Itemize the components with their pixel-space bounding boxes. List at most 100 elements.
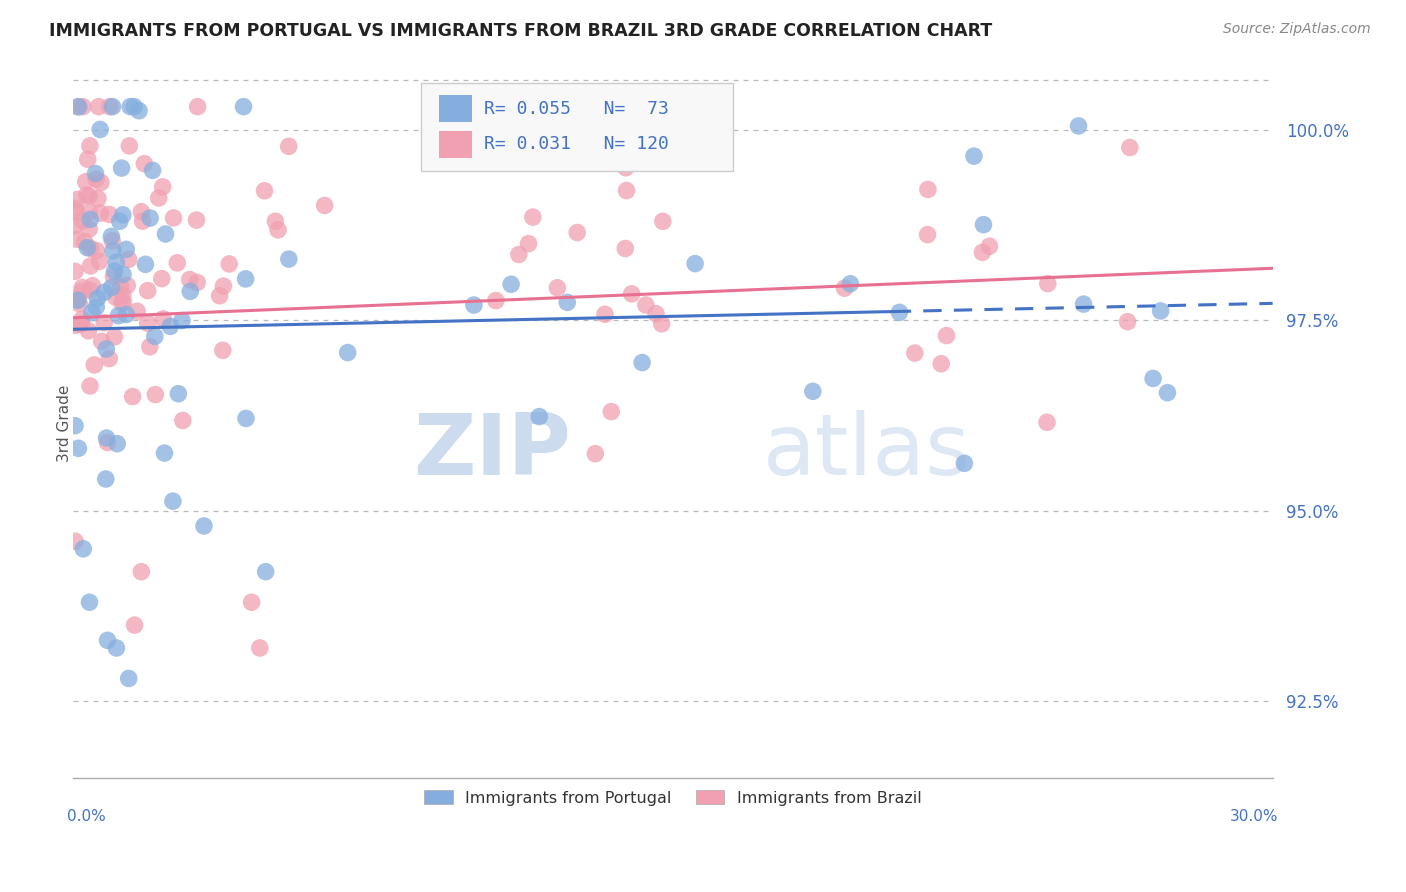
FancyBboxPatch shape [439,95,472,122]
Point [645,307,668,321]
Point [128,103,150,118]
Text: 30.0%: 30.0% [1230,809,1278,824]
Point [79,379,101,393]
Point [72,214,94,228]
Point [89,206,111,220]
Point [162,211,184,225]
Point [82,278,104,293]
Point [66,193,89,207]
Point [212,279,235,293]
Point [972,245,994,260]
Point [93,316,115,330]
Point [76,187,98,202]
Point [264,214,287,228]
Point [63,264,86,278]
Point [76,241,98,255]
Point [98,351,121,366]
Point [170,313,193,327]
Point [70,285,93,299]
Point [94,472,117,486]
Point [139,211,162,225]
Point [67,296,90,310]
Point [143,387,166,401]
Point [84,300,107,314]
Point [131,565,153,579]
Point [93,285,115,300]
Point [240,595,263,609]
Point [143,329,166,343]
Point [593,307,616,321]
Text: 0.0%: 0.0% [67,809,105,824]
Point [839,277,862,291]
Point [1142,371,1164,385]
Point [75,175,97,189]
Point [136,284,159,298]
Point [115,243,138,257]
Point [152,180,174,194]
Point [96,431,118,445]
Point [187,100,209,114]
FancyBboxPatch shape [439,131,472,158]
Point [101,244,124,258]
Text: R= 0.031   N= 120: R= 0.031 N= 120 [485,136,669,153]
Point [100,229,122,244]
Point [834,281,856,295]
Point [103,264,125,278]
Text: R= 0.055   N=  73: R= 0.055 N= 73 [485,100,669,118]
Point [124,618,146,632]
Point [979,239,1001,253]
Point [134,257,156,271]
Y-axis label: 3rd Grade: 3rd Grade [58,384,72,462]
Point [105,640,128,655]
Point [616,184,638,198]
Point [104,290,127,304]
Point [90,176,112,190]
Point [634,298,657,312]
Point [166,256,188,270]
Point [105,436,128,450]
Point [121,390,143,404]
Point [218,257,240,271]
Point [111,296,134,310]
Point [103,330,125,344]
Point [120,100,142,114]
Point [186,276,208,290]
Point [89,122,111,136]
Point [683,100,706,114]
Point [87,100,110,114]
Text: ZIP: ZIP [413,410,571,493]
Point [108,214,131,228]
Point [1116,315,1139,329]
Point [162,494,184,508]
Point [277,252,299,266]
Point [77,205,100,219]
Point [67,100,90,114]
Point [101,234,124,248]
Point [314,198,336,212]
FancyBboxPatch shape [420,83,733,171]
Point [172,413,194,427]
Point [600,404,623,418]
Point [131,204,153,219]
Point [66,232,89,246]
Point [614,161,637,175]
Point [111,208,134,222]
Point [79,259,101,273]
Point [70,317,93,331]
Point [72,541,94,556]
Point [83,358,105,372]
Point [159,319,181,334]
Point [212,343,235,358]
Point [89,254,111,268]
Point [1073,297,1095,311]
Point [84,167,107,181]
Point [179,272,201,286]
Point [84,172,107,186]
Point [79,139,101,153]
Point [107,309,129,323]
Point [889,305,911,319]
Point [683,257,706,271]
Point [917,182,939,196]
Point [77,189,100,203]
Point [167,386,190,401]
